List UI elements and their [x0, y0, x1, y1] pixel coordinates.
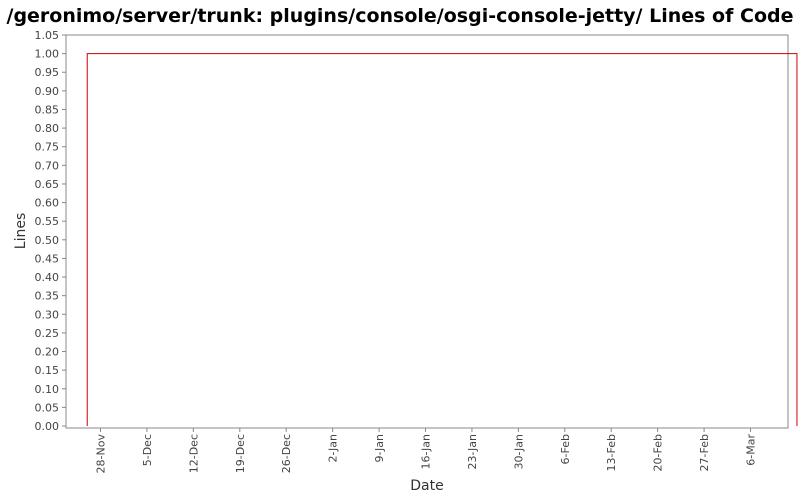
x-tick-label: 30-Jan [512, 434, 525, 470]
y-tick-label: 0.65 [35, 178, 60, 191]
chart-title: /geronimo/server/trunk: plugins/console/… [7, 5, 794, 27]
y-tick-label: 0.35 [35, 290, 60, 303]
x-tick-label: 6-Mar [745, 434, 758, 466]
x-axis-label: Date [410, 478, 443, 494]
x-tick-label: 5-Dec [141, 434, 154, 466]
y-axis: 0.00 0.05 0.10 0.15 0.20 0.25 0.30 0.35 0.40 0.45… [35, 29, 66, 433]
x-tick-label: 2-Jan [327, 434, 340, 463]
x-axis: 28-Nov 5-Dec 12-Dec 19-Dec 26-Dec 2-Jan 9-Jan 1… [95, 428, 758, 473]
x-tick-label: 19-Dec [234, 434, 247, 473]
y-tick-label: 0.95 [35, 66, 60, 79]
x-tick-label: 23-Jan [466, 434, 479, 470]
y-tick-label: 0.70 [35, 159, 60, 172]
y-tick-label: 0.30 [35, 308, 60, 321]
series-layer [86, 53, 798, 426]
y-tick-label: 0.15 [35, 364, 60, 377]
x-tick-label: 26-Dec [280, 434, 293, 473]
x-tick-label: 13-Feb [605, 434, 618, 471]
y-tick-label: 1.00 [35, 48, 60, 61]
y-tick-label: 0.00 [35, 420, 60, 433]
plot-area [65, 34, 789, 429]
y-tick-label: 0.05 [35, 401, 60, 414]
x-tick-label: 28-Nov [95, 434, 108, 474]
y-axis-label: Lines [13, 213, 29, 249]
y-tick-label: 0.85 [35, 103, 60, 116]
y-tick-label: 0.10 [35, 383, 60, 396]
y-tick-label: 0.90 [35, 85, 60, 98]
y-tick-label: 0.25 [35, 327, 60, 340]
x-tick-label: 12-Dec [187, 434, 200, 473]
y-tick-label: 0.45 [35, 252, 60, 265]
y-tick-label: 0.75 [35, 141, 60, 154]
y-tick-label: 1.05 [35, 29, 60, 42]
y-tick-label: 0.60 [35, 197, 60, 210]
y-tick-label: 0.50 [35, 234, 60, 247]
y-tick-label: 0.55 [35, 215, 60, 228]
x-tick-label: 20-Feb [652, 434, 665, 471]
y-tick-label: 0.80 [35, 122, 60, 135]
y-tick-label: 0.40 [35, 271, 60, 284]
y-tick-label: 0.20 [35, 346, 60, 359]
x-tick-label: 27-Feb [698, 434, 711, 471]
series-line [86, 53, 798, 426]
x-tick-label: 16-Jan [420, 434, 433, 470]
x-tick-label: 6-Feb [559, 434, 572, 464]
x-tick-label: 9-Jan [373, 434, 386, 463]
